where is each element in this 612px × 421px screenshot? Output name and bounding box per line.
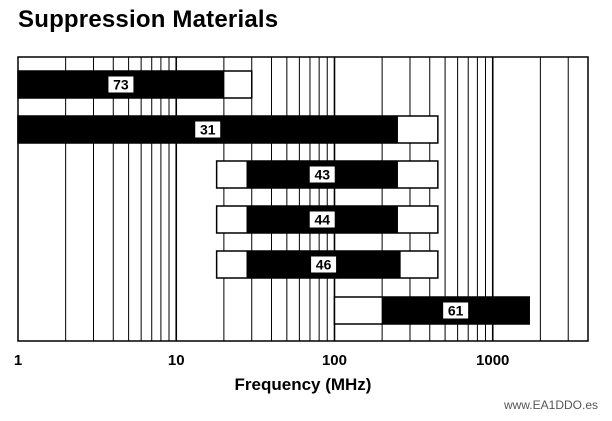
x-tick-label: 1 [14, 352, 22, 369]
bar-label: 43 [314, 167, 330, 183]
bar-label: 44 [314, 212, 330, 228]
x-axis-label: Frequency (MHz) [18, 375, 588, 395]
x-tick-label: 1000 [476, 352, 509, 369]
watermark: www.EA1DDO.es [504, 398, 598, 412]
bar-label: 73 [113, 77, 129, 93]
bar-label: 31 [200, 122, 216, 138]
x-tick-label: 100 [322, 352, 347, 369]
bar-label: 46 [316, 257, 332, 273]
x-tick-label: 10 [168, 352, 185, 369]
bar-label: 61 [448, 303, 464, 319]
